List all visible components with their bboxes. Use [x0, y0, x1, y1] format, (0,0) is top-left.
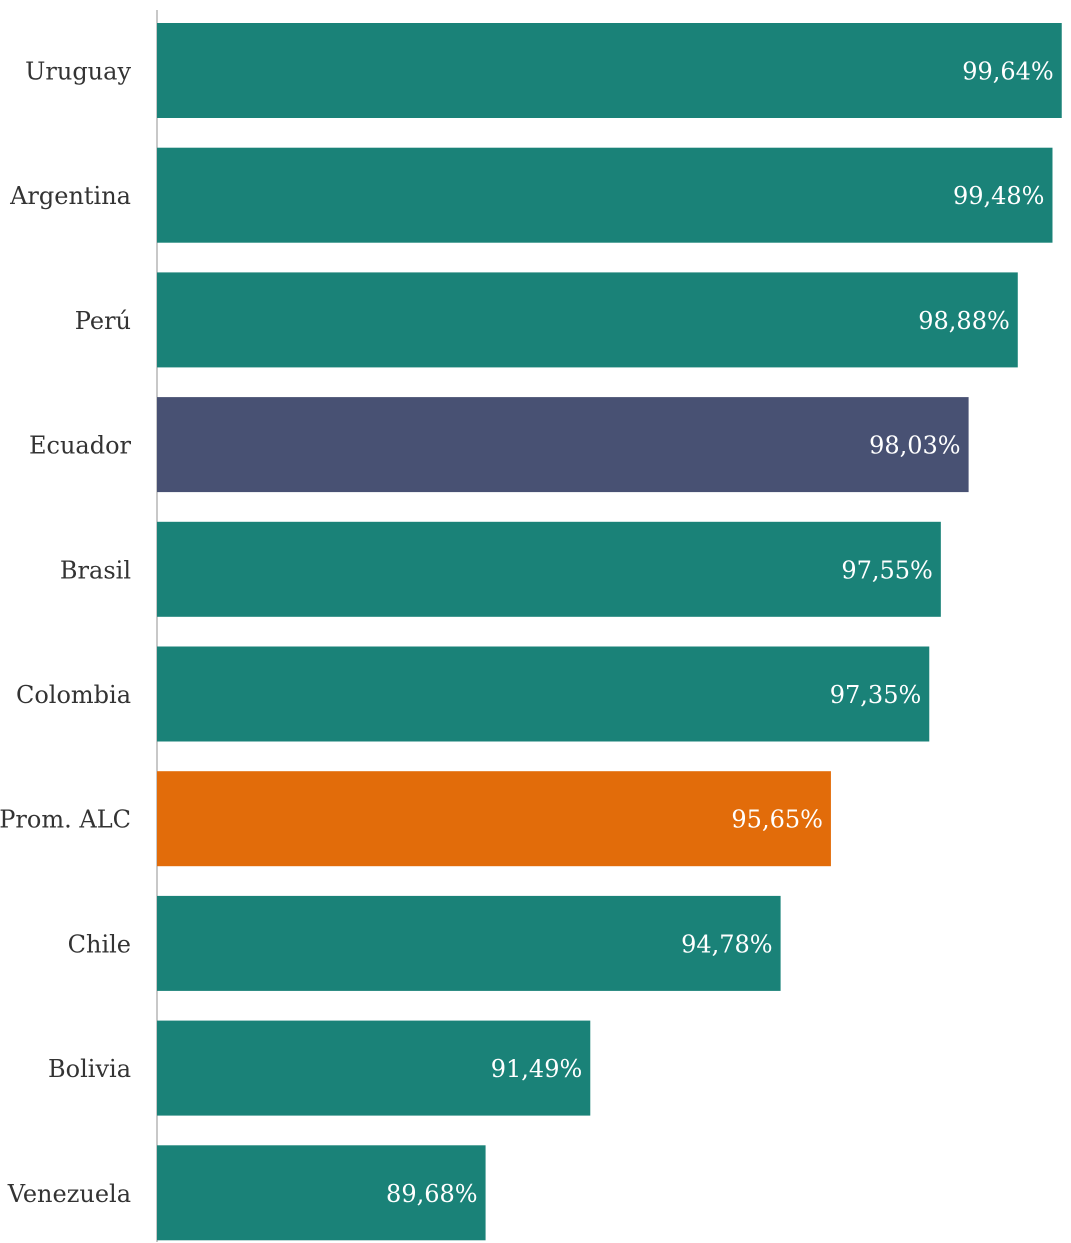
bar-colombia: [157, 646, 930, 742]
bars-group: 99,64% Uruguay 99,48% Argentina 98,88% Perú 98…: [0, 23, 1062, 1241]
data-label: 89,68%: [386, 1180, 478, 1208]
category-label: Brasil: [60, 556, 131, 584]
data-label: 99,64%: [962, 58, 1054, 86]
data-label: 95,65%: [731, 806, 823, 834]
data-label: 91,49%: [491, 1055, 583, 1083]
category-label: Prom. ALC: [0, 806, 131, 834]
category-label: Colombia: [16, 681, 131, 709]
category-label: Perú: [75, 307, 131, 335]
category-label: Uruguay: [25, 58, 131, 86]
bar-argentina: [157, 147, 1053, 243]
category-label: Argentina: [9, 182, 131, 210]
category-label: Ecuador: [29, 432, 132, 460]
bar-per: [157, 272, 1018, 368]
bar-ecuador: [157, 397, 969, 493]
category-label: Bolivia: [48, 1055, 131, 1083]
category-label: Chile: [68, 930, 131, 958]
data-label: 97,55%: [841, 556, 933, 584]
data-label: 98,88%: [918, 307, 1010, 335]
bar-uruguay: [157, 23, 1062, 118]
data-label: 99,48%: [953, 182, 1045, 210]
data-label: 97,35%: [830, 681, 922, 709]
data-label: 98,03%: [869, 432, 961, 460]
bar-chile: [157, 895, 781, 991]
bar-brasil: [157, 521, 941, 617]
bar-bolivia: [157, 1020, 591, 1116]
data-label: 94,78%: [681, 930, 773, 958]
bar-prom-alc: [157, 771, 831, 867]
category-label: Venezuela: [7, 1180, 131, 1208]
bar-venezuela: [157, 1145, 486, 1241]
